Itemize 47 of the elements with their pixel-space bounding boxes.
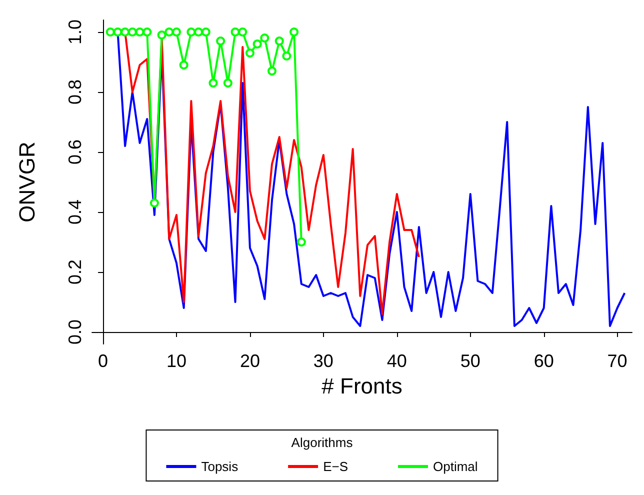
y-tick-label: 0.8: [65, 79, 85, 105]
point: [274, 36, 284, 46]
point: [113, 28, 122, 36]
point: [252, 40, 262, 48]
y-axis-title: ONVGR: [14, 142, 40, 222]
point: [296, 238, 306, 246]
point: [268, 66, 276, 76]
point: [201, 28, 210, 36]
legend-label: Optimal: [432, 459, 478, 474]
point: [282, 52, 292, 60]
x-axis-title: # Fronts: [322, 373, 402, 398]
y-tick-label: 0.6: [65, 139, 85, 165]
y-tick-label: 0.4: [65, 199, 85, 225]
point: [260, 34, 270, 42]
y-tick-label: 1.0: [65, 19, 85, 45]
x-tick-label: 10: [166, 351, 187, 371]
point: [208, 78, 218, 88]
point: [164, 28, 174, 36]
y-tick-label: 0.0: [65, 319, 85, 345]
point: [150, 198, 159, 208]
x-tick-label: 60: [534, 351, 554, 371]
legend-title: Algorithms: [291, 435, 354, 450]
point: [179, 60, 188, 70]
x-tick-label: 70: [607, 351, 628, 371]
point: [194, 28, 204, 36]
point: [290, 28, 299, 36]
legend-label: E−S: [323, 459, 348, 474]
point: [106, 28, 115, 36]
x-tick-label: 40: [386, 351, 407, 371]
legend-label: Topsis: [201, 459, 239, 474]
x-tick-label: 50: [460, 351, 480, 371]
point: [157, 30, 166, 40]
point: [216, 36, 226, 46]
point: [135, 28, 144, 36]
x-tick-label: 0: [98, 351, 108, 371]
point: [186, 28, 196, 36]
point: [172, 28, 181, 36]
x-tick-label: 20: [240, 351, 260, 371]
point: [120, 28, 130, 36]
point: [128, 28, 137, 36]
point: [223, 78, 232, 88]
point: [230, 28, 240, 36]
x-tick-label: 30: [313, 351, 334, 371]
y-tick-label: 0.2: [65, 259, 85, 285]
point: [245, 48, 254, 58]
point: [142, 28, 152, 36]
point: [238, 28, 248, 36]
